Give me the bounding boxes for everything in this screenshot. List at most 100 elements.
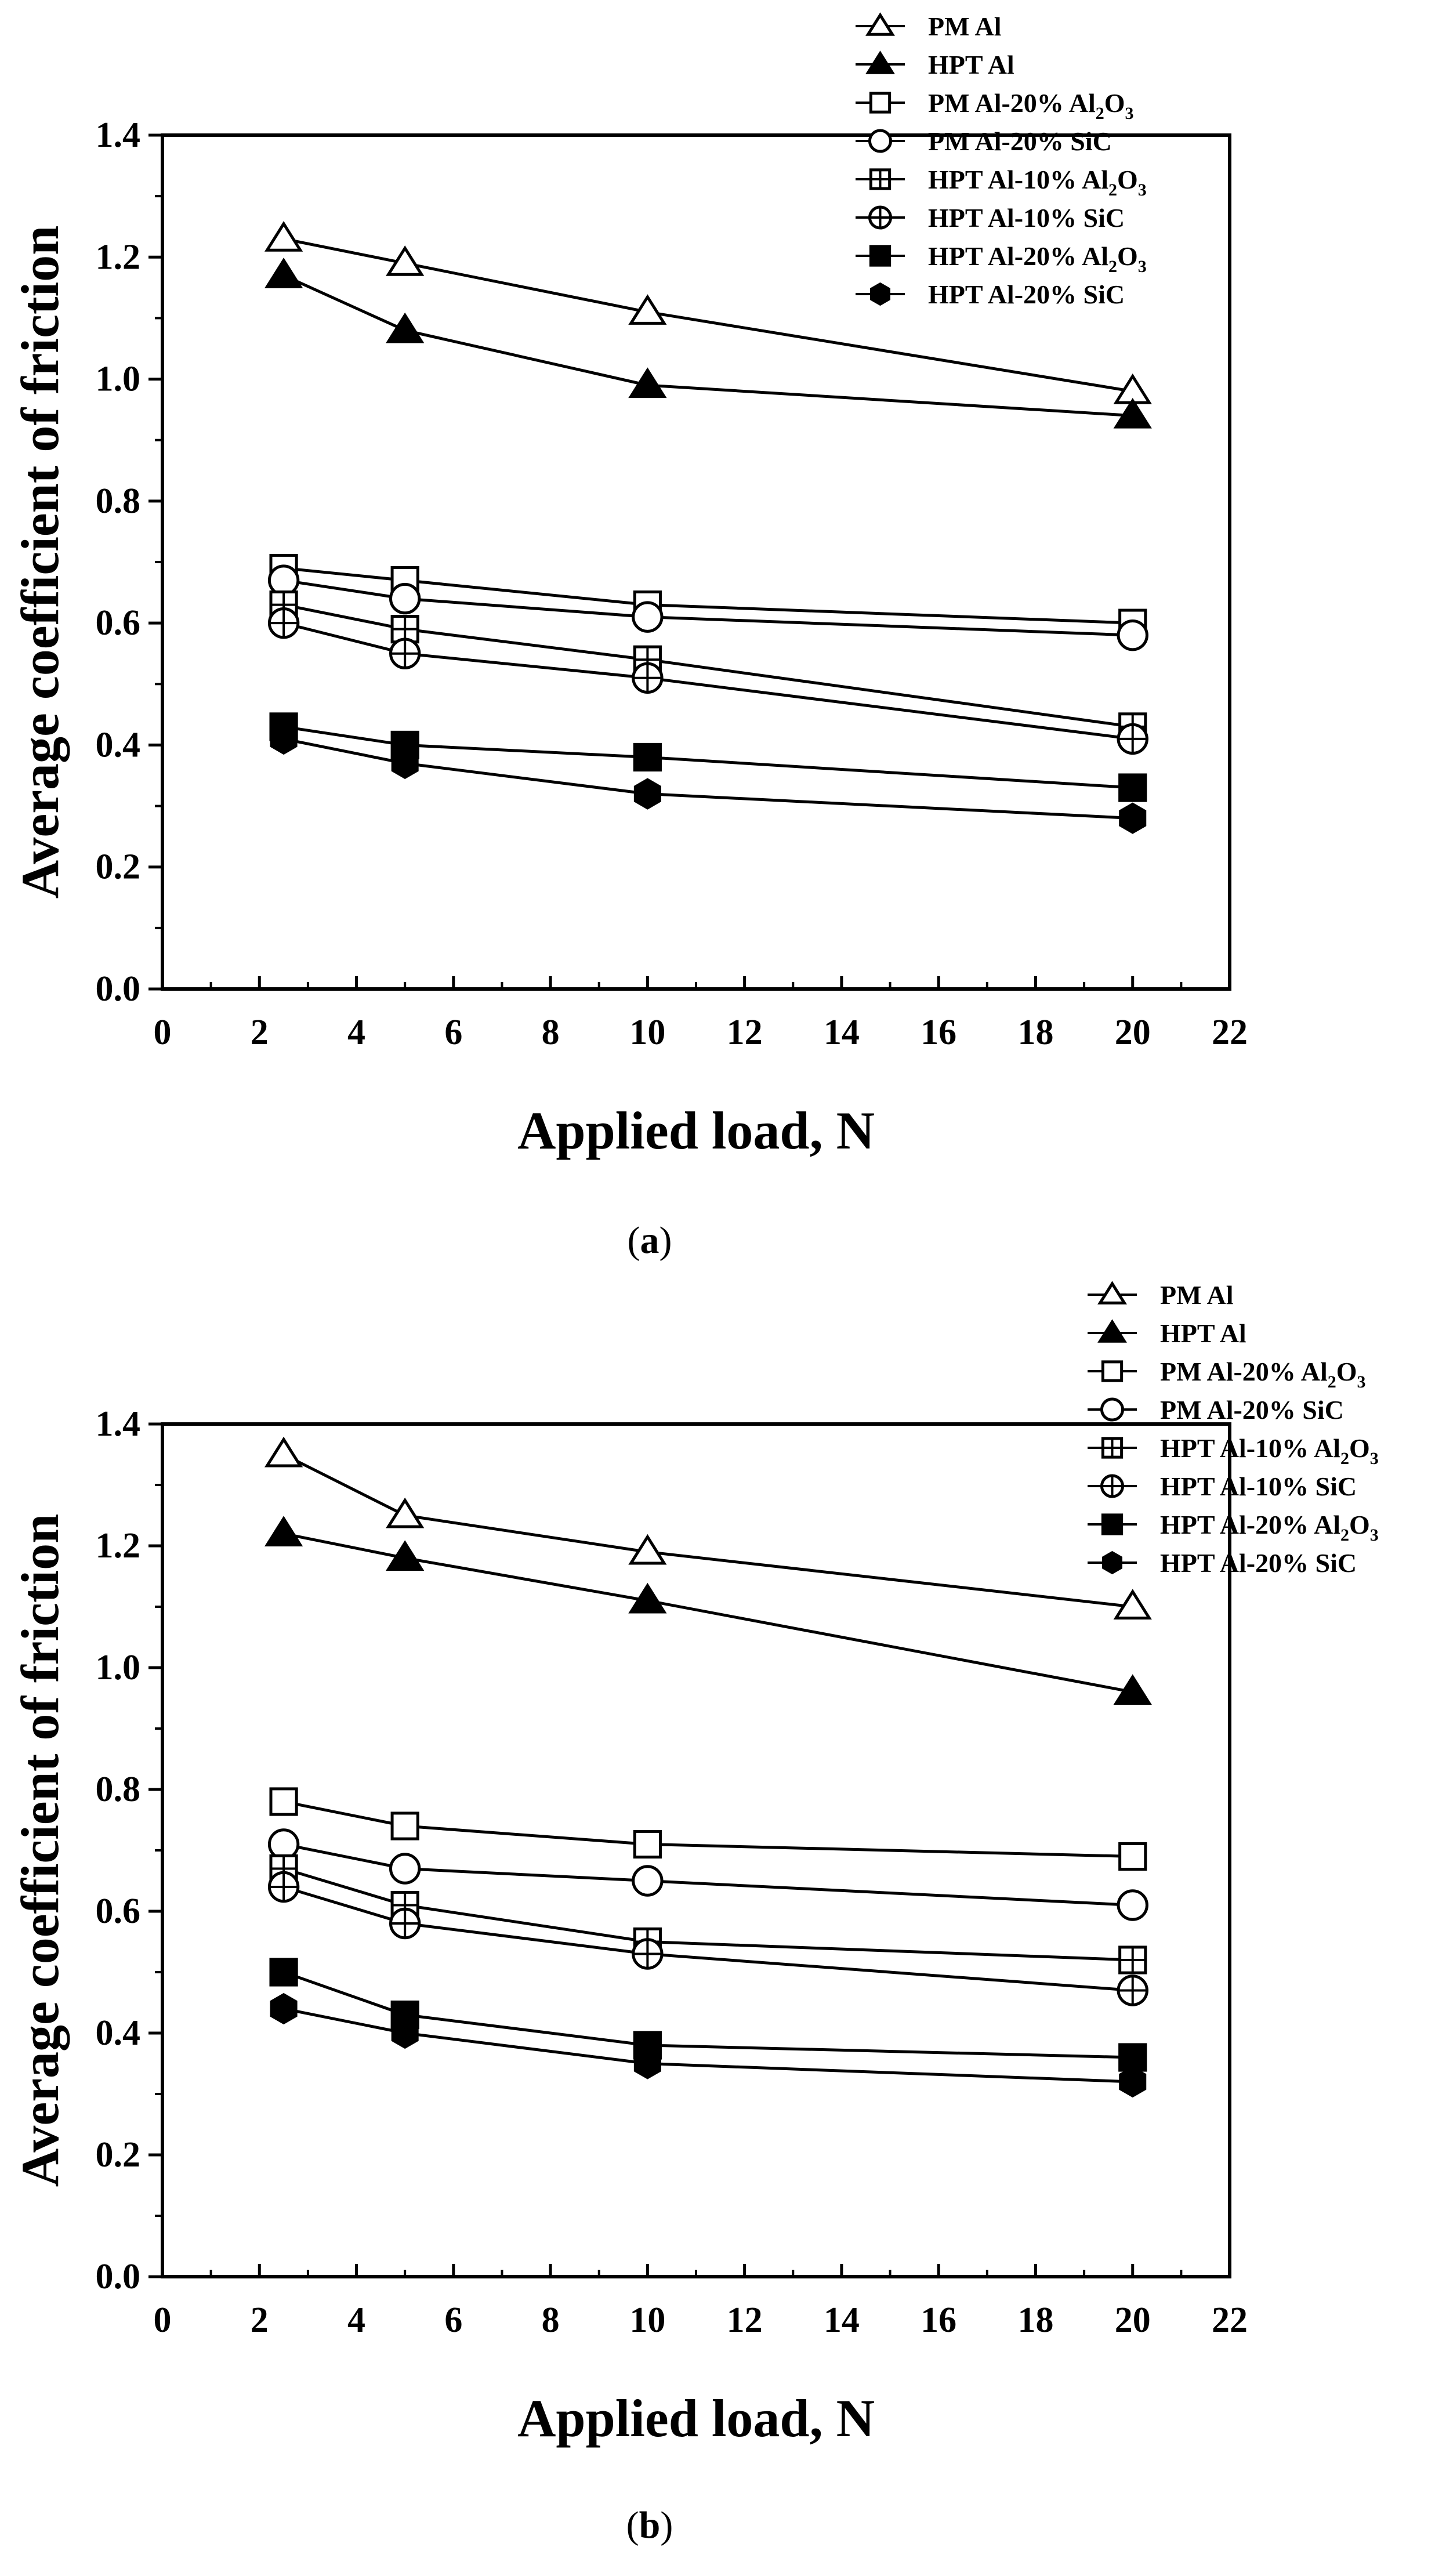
legend-label: HPT Al-10% SiC [1160,1472,1357,1501]
data-point [633,778,661,810]
legend-marker [868,129,893,153]
legend-entry: HPT Al-10% SiC [856,203,1125,233]
data-point [628,1582,667,1614]
series-line [283,1800,1133,1858]
data-point [389,582,421,615]
legend-entry: HPT Al-20% Al2O3 [1088,1510,1379,1545]
series-8 [270,723,1147,834]
data-point [267,564,300,596]
legend-entry: HPT Al-10% SiC [1088,1472,1357,1501]
series-line [283,579,1133,637]
y-tick-label: 0.6 [96,603,141,643]
data-point [267,607,300,639]
y-tick-label: 1.4 [96,1404,141,1444]
legend-marker [868,205,893,230]
data-point [386,1497,425,1528]
data-point [628,367,667,398]
data-point [1113,1589,1152,1619]
x-tick-label: 12 [727,2300,763,2340]
legend-label: PM Al [1160,1280,1233,1310]
series-8 [270,1992,1147,2098]
legend-label: HPT Al [1160,1318,1246,1348]
data-point [628,294,667,325]
data-point [270,723,298,755]
data-point [632,1938,664,1970]
x-tick-label: 8 [542,2300,560,2340]
legend-entry: PM Al-20% Al2O3 [856,88,1134,123]
data-point [633,742,662,772]
data-point [389,1907,421,1940]
y-tick-label: 1.2 [96,1526,141,1566]
legend-marker [1101,1513,1124,1535]
y-tick-label: 0.4 [96,2013,141,2053]
y-axis-title: Average coefficient of friction [10,226,70,899]
data-point [267,1828,300,1860]
data-point [1113,397,1152,429]
series-3 [269,1787,1147,1871]
legend-marker [1101,1360,1124,1382]
legend-entry: PM Al-20% SiC [856,126,1112,156]
legend-entry: HPT Al [856,50,1014,79]
data-point [633,1829,662,1859]
data-point [390,1811,419,1840]
x-tick-label: 8 [542,1013,560,1052]
legend-marker [869,245,892,267]
y-tick-label: 0.2 [96,847,141,887]
legend-entry: HPT Al-20% Al2O3 [856,241,1147,276]
legend-entry: PM Al [856,12,1001,41]
series-6 [267,607,1148,755]
data-point [1119,2066,1147,2098]
data-point [1118,773,1147,802]
legend-entry: HPT Al-10% Al2O3 [856,165,1147,200]
x-axis-title: Applied load, N [517,2389,875,2448]
y-tick-label: 0.8 [96,1770,141,1809]
legend-label: HPT Al-20% Al2O3 [928,241,1147,276]
series-line [283,725,1133,789]
series-line [283,1532,1133,1694]
x-tick-label: 2 [251,2300,269,2340]
y-tick-label: 0.4 [96,725,141,765]
data-point [270,1992,298,2025]
x-tick-label: 14 [824,1013,860,1052]
data-point [1113,1674,1152,1705]
x-tick-label: 10 [629,2300,665,2340]
x-tick-label: 14 [824,2300,860,2340]
legend-marker [1097,1319,1127,1343]
data-point [386,245,425,276]
data-point [269,1958,298,1987]
series-line [283,1885,1133,1992]
x-tick-label: 6 [444,2300,462,2340]
legend-entry: PM Al-20% SiC [1088,1395,1344,1425]
legend-entry: HPT Al [1088,1318,1246,1348]
series-line [283,621,1133,741]
legend-marker [865,50,895,74]
panel-caption: (b) [626,2504,673,2546]
y-tick-label: 1.4 [96,115,141,155]
series-line [283,603,1133,729]
data-point [1118,1945,1147,1974]
panel-caption: (a) [628,1219,672,1262]
data-point [391,747,419,780]
data-point [264,221,303,252]
series-line [283,274,1133,418]
x-tick-label: 4 [347,2300,365,2340]
y-tick-label: 0.6 [96,1892,141,1931]
legend-entry: HPT Al-20% SiC [856,280,1125,309]
series-line [283,237,1133,393]
data-point [269,1787,298,1816]
legend-marker [1102,1550,1122,1575]
legend-label: HPT Al-10% Al2O3 [928,165,1147,200]
series-line [283,737,1133,820]
legend-label: HPT Al-20% Al2O3 [1160,1510,1379,1545]
data-point [386,312,425,343]
x-tick-label: 0 [154,1013,172,1052]
data-point [632,1865,664,1897]
x-tick-label: 12 [727,1013,763,1052]
data-point [391,2017,419,2049]
data-point [1119,802,1147,834]
data-point [633,2048,661,2079]
legend-marker [1097,1281,1127,1305]
x-tick-label: 22 [1212,2300,1248,2340]
